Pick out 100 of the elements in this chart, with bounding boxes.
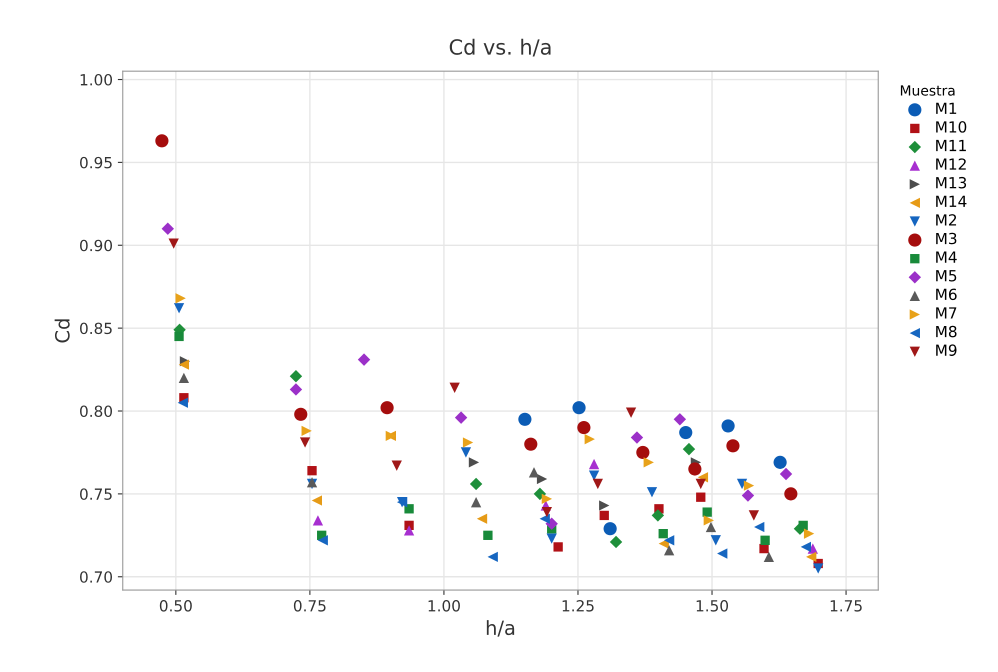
point [800, 542, 812, 552]
legend-label: M8 [936, 326, 957, 338]
point [706, 522, 716, 532]
chart-title: Cd vs. h/a [450, 38, 551, 56]
point [294, 408, 308, 421]
y-tick-label: 0.80 [80, 405, 112, 418]
point [688, 462, 702, 476]
point [600, 510, 609, 520]
point [702, 507, 712, 517]
y-tick-label: 0.75 [80, 488, 112, 500]
point [774, 456, 787, 469]
point [742, 489, 754, 502]
y-axis-title: Cd [54, 319, 70, 342]
point [290, 383, 302, 396]
point [764, 552, 774, 562]
point [176, 293, 186, 304]
point [754, 522, 764, 532]
point [318, 535, 328, 546]
point [450, 382, 460, 393]
legend-label: M10 [936, 121, 966, 133]
point [162, 222, 174, 235]
legend-title: Muestra [900, 85, 955, 96]
point [664, 535, 674, 546]
point [540, 514, 550, 524]
point [626, 408, 636, 418]
legend-label: M4 [936, 252, 957, 263]
point [178, 372, 190, 384]
point [155, 134, 168, 148]
point [679, 426, 692, 440]
point [302, 426, 312, 436]
point [312, 495, 322, 506]
point [744, 480, 754, 491]
point [307, 466, 317, 476]
y-tick-label: 0.95 [80, 156, 112, 168]
point [174, 303, 184, 314]
x-tick-label: 0.50 [160, 600, 192, 612]
point [518, 412, 532, 426]
y-tick-label: 1.00 [80, 74, 112, 86]
x-axis-title: h/a [486, 620, 514, 637]
x-tick-label: 1.75 [830, 600, 862, 612]
point [462, 437, 474, 448]
point [610, 536, 622, 548]
point [542, 506, 552, 518]
point [726, 439, 740, 452]
point [300, 437, 310, 448]
legend-label: M13 [936, 176, 966, 188]
point [646, 487, 658, 498]
point [460, 447, 472, 458]
point [592, 478, 603, 490]
point [682, 442, 696, 456]
point [380, 401, 394, 414]
y-tick-label: 0.90 [80, 240, 112, 252]
point [717, 548, 728, 559]
point [454, 411, 468, 424]
x-tick-label: 1.50 [696, 600, 728, 612]
point [658, 529, 668, 538]
y-tick-label: 0.85 [80, 322, 112, 334]
point [528, 467, 540, 478]
point [178, 359, 190, 370]
point [784, 487, 798, 500]
point [174, 332, 184, 342]
point [813, 563, 824, 574]
point [584, 434, 595, 444]
point [599, 500, 610, 511]
point [476, 514, 488, 524]
point [588, 458, 600, 470]
legend-label: M14 [936, 196, 966, 207]
point [470, 478, 482, 490]
x-tick-label: 1.00 [428, 600, 460, 612]
point [545, 518, 558, 530]
point [722, 419, 735, 433]
point [698, 472, 708, 482]
point [572, 401, 586, 414]
point [553, 542, 563, 552]
point [806, 552, 816, 562]
point [488, 552, 498, 562]
legend-label: M9 [936, 344, 957, 356]
point [392, 460, 402, 471]
point [542, 494, 552, 504]
legend-label: M11 [936, 140, 966, 152]
point [178, 398, 188, 408]
point [664, 545, 674, 556]
point [636, 446, 650, 460]
point [470, 497, 482, 508]
point [710, 535, 721, 546]
point [798, 520, 808, 530]
legend-label: M6 [936, 288, 957, 300]
point [748, 510, 759, 521]
legend-label: M12 [936, 158, 966, 170]
point [696, 492, 706, 502]
point [652, 509, 664, 522]
point [696, 478, 706, 490]
point [577, 420, 590, 434]
y-tick-label: 0.70 [80, 571, 112, 583]
point [760, 536, 770, 545]
x-tick-label: 0.75 [294, 600, 326, 612]
point [804, 528, 814, 539]
point [674, 413, 686, 426]
point [168, 238, 179, 249]
point [780, 468, 792, 480]
